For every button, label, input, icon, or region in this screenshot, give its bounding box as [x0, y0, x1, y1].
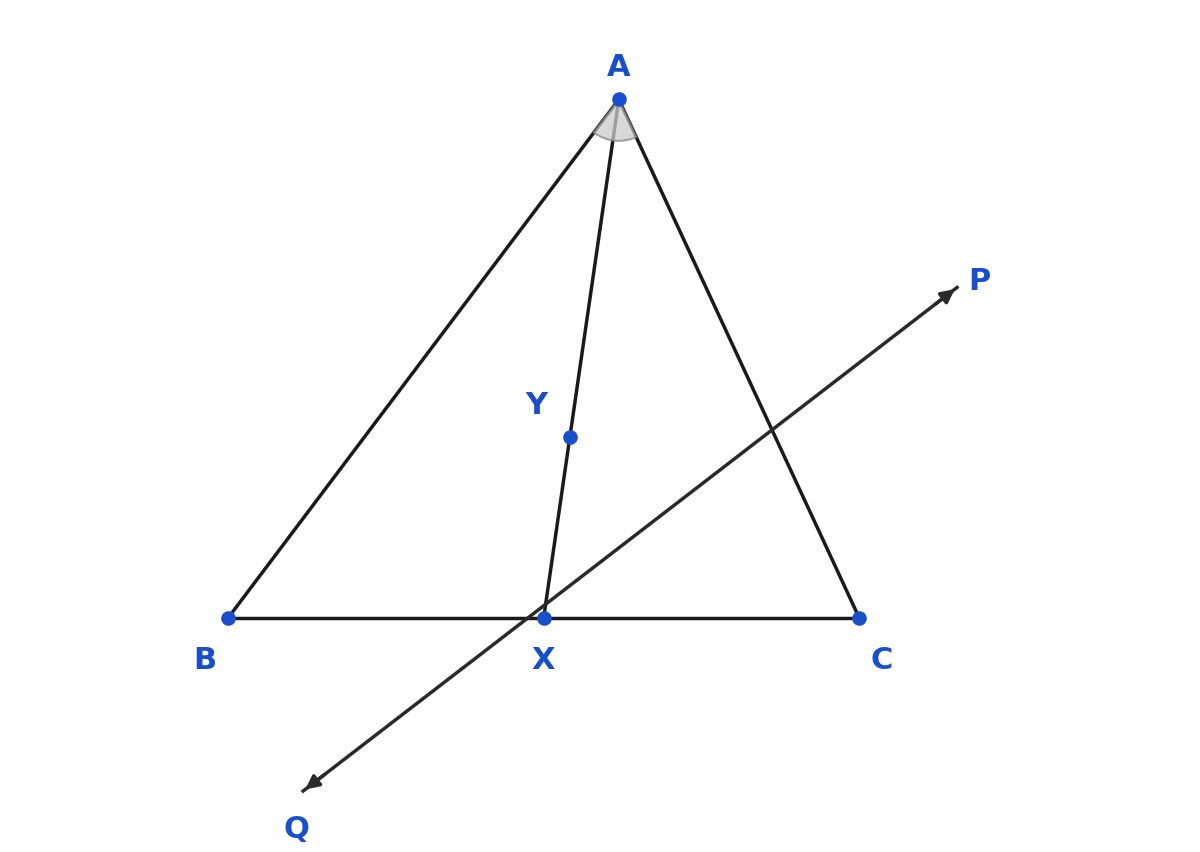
- Wedge shape: [594, 101, 636, 141]
- Point: [534, 612, 553, 625]
- Text: Y: Y: [526, 391, 547, 420]
- Point: [560, 431, 580, 445]
- Point: [850, 612, 869, 625]
- Text: P: P: [968, 267, 990, 296]
- Text: B: B: [193, 646, 217, 675]
- Text: C: C: [871, 646, 893, 675]
- Text: Q: Q: [283, 814, 310, 843]
- Point: [610, 94, 629, 107]
- Point: [218, 612, 238, 625]
- Text: A: A: [607, 54, 631, 83]
- Text: X: X: [532, 646, 556, 675]
